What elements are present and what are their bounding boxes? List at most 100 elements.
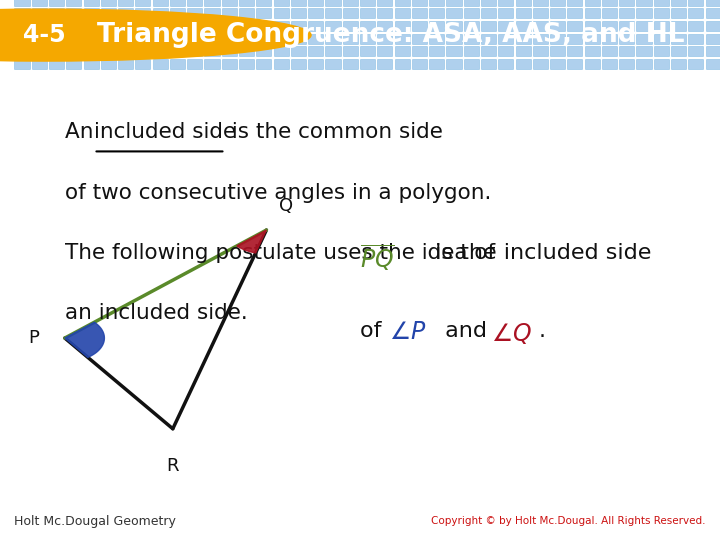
FancyBboxPatch shape	[274, 0, 289, 5]
FancyBboxPatch shape	[377, 9, 392, 18]
FancyBboxPatch shape	[706, 33, 720, 44]
FancyBboxPatch shape	[49, 33, 64, 44]
FancyBboxPatch shape	[619, 9, 634, 18]
FancyBboxPatch shape	[343, 46, 358, 56]
FancyBboxPatch shape	[256, 46, 271, 56]
FancyBboxPatch shape	[446, 0, 462, 5]
FancyBboxPatch shape	[602, 21, 617, 31]
FancyBboxPatch shape	[464, 46, 479, 56]
FancyBboxPatch shape	[153, 33, 168, 44]
FancyBboxPatch shape	[550, 59, 565, 69]
FancyBboxPatch shape	[377, 0, 392, 5]
Circle shape	[0, 9, 311, 61]
FancyBboxPatch shape	[308, 59, 323, 69]
FancyBboxPatch shape	[602, 0, 617, 5]
FancyBboxPatch shape	[464, 59, 479, 69]
FancyBboxPatch shape	[654, 0, 669, 5]
FancyBboxPatch shape	[308, 46, 323, 56]
FancyBboxPatch shape	[308, 21, 323, 31]
FancyBboxPatch shape	[550, 33, 565, 44]
FancyBboxPatch shape	[14, 33, 30, 44]
FancyBboxPatch shape	[429, 59, 444, 69]
FancyBboxPatch shape	[360, 46, 375, 56]
FancyBboxPatch shape	[567, 59, 582, 69]
FancyBboxPatch shape	[239, 46, 254, 56]
FancyBboxPatch shape	[395, 46, 410, 56]
FancyBboxPatch shape	[291, 33, 306, 44]
Polygon shape	[65, 322, 104, 357]
FancyBboxPatch shape	[498, 21, 513, 31]
FancyBboxPatch shape	[256, 59, 271, 69]
FancyBboxPatch shape	[135, 46, 150, 56]
FancyBboxPatch shape	[533, 33, 548, 44]
FancyBboxPatch shape	[32, 9, 47, 18]
FancyBboxPatch shape	[153, 21, 168, 31]
FancyBboxPatch shape	[550, 21, 565, 31]
FancyBboxPatch shape	[101, 0, 116, 5]
FancyBboxPatch shape	[14, 46, 30, 56]
FancyBboxPatch shape	[187, 0, 202, 5]
Text: $\overline{PQ}$: $\overline{PQ}$	[360, 243, 395, 273]
Text: $\angle Q$: $\angle Q$	[491, 321, 532, 346]
FancyBboxPatch shape	[343, 33, 358, 44]
FancyBboxPatch shape	[360, 33, 375, 44]
FancyBboxPatch shape	[153, 0, 168, 5]
FancyBboxPatch shape	[308, 0, 323, 5]
FancyBboxPatch shape	[706, 0, 720, 5]
FancyBboxPatch shape	[654, 33, 669, 44]
FancyBboxPatch shape	[446, 59, 462, 69]
FancyBboxPatch shape	[654, 59, 669, 69]
FancyBboxPatch shape	[533, 21, 548, 31]
FancyBboxPatch shape	[481, 9, 496, 18]
FancyBboxPatch shape	[377, 33, 392, 44]
FancyBboxPatch shape	[153, 9, 168, 18]
FancyBboxPatch shape	[118, 33, 133, 44]
FancyBboxPatch shape	[654, 21, 669, 31]
FancyBboxPatch shape	[533, 46, 548, 56]
FancyBboxPatch shape	[170, 33, 185, 44]
FancyBboxPatch shape	[464, 21, 479, 31]
FancyBboxPatch shape	[395, 59, 410, 69]
FancyBboxPatch shape	[135, 33, 150, 44]
FancyBboxPatch shape	[619, 21, 634, 31]
FancyBboxPatch shape	[84, 46, 99, 56]
FancyBboxPatch shape	[32, 59, 47, 69]
FancyBboxPatch shape	[325, 59, 341, 69]
FancyBboxPatch shape	[619, 46, 634, 56]
FancyBboxPatch shape	[118, 0, 133, 5]
Text: is the common side: is the common side	[225, 122, 444, 142]
FancyBboxPatch shape	[101, 21, 116, 31]
FancyBboxPatch shape	[567, 0, 582, 5]
FancyBboxPatch shape	[101, 33, 116, 44]
Text: of: of	[360, 321, 389, 341]
FancyBboxPatch shape	[654, 9, 669, 18]
FancyBboxPatch shape	[49, 46, 64, 56]
FancyBboxPatch shape	[135, 21, 150, 31]
Text: R: R	[166, 457, 179, 475]
FancyBboxPatch shape	[170, 0, 185, 5]
FancyBboxPatch shape	[706, 59, 720, 69]
FancyBboxPatch shape	[170, 59, 185, 69]
FancyBboxPatch shape	[135, 0, 150, 5]
FancyBboxPatch shape	[14, 59, 30, 69]
FancyBboxPatch shape	[239, 21, 254, 31]
FancyBboxPatch shape	[49, 0, 64, 5]
FancyBboxPatch shape	[274, 9, 289, 18]
FancyBboxPatch shape	[187, 46, 202, 56]
FancyBboxPatch shape	[516, 9, 531, 18]
FancyBboxPatch shape	[118, 9, 133, 18]
FancyBboxPatch shape	[256, 9, 271, 18]
FancyBboxPatch shape	[222, 33, 237, 44]
FancyBboxPatch shape	[498, 33, 513, 44]
FancyBboxPatch shape	[602, 33, 617, 44]
FancyBboxPatch shape	[101, 59, 116, 69]
FancyBboxPatch shape	[533, 9, 548, 18]
FancyBboxPatch shape	[308, 33, 323, 44]
FancyBboxPatch shape	[671, 9, 686, 18]
FancyBboxPatch shape	[567, 21, 582, 31]
FancyBboxPatch shape	[118, 21, 133, 31]
FancyBboxPatch shape	[204, 33, 220, 44]
FancyBboxPatch shape	[325, 46, 341, 56]
FancyBboxPatch shape	[187, 59, 202, 69]
FancyBboxPatch shape	[671, 59, 686, 69]
